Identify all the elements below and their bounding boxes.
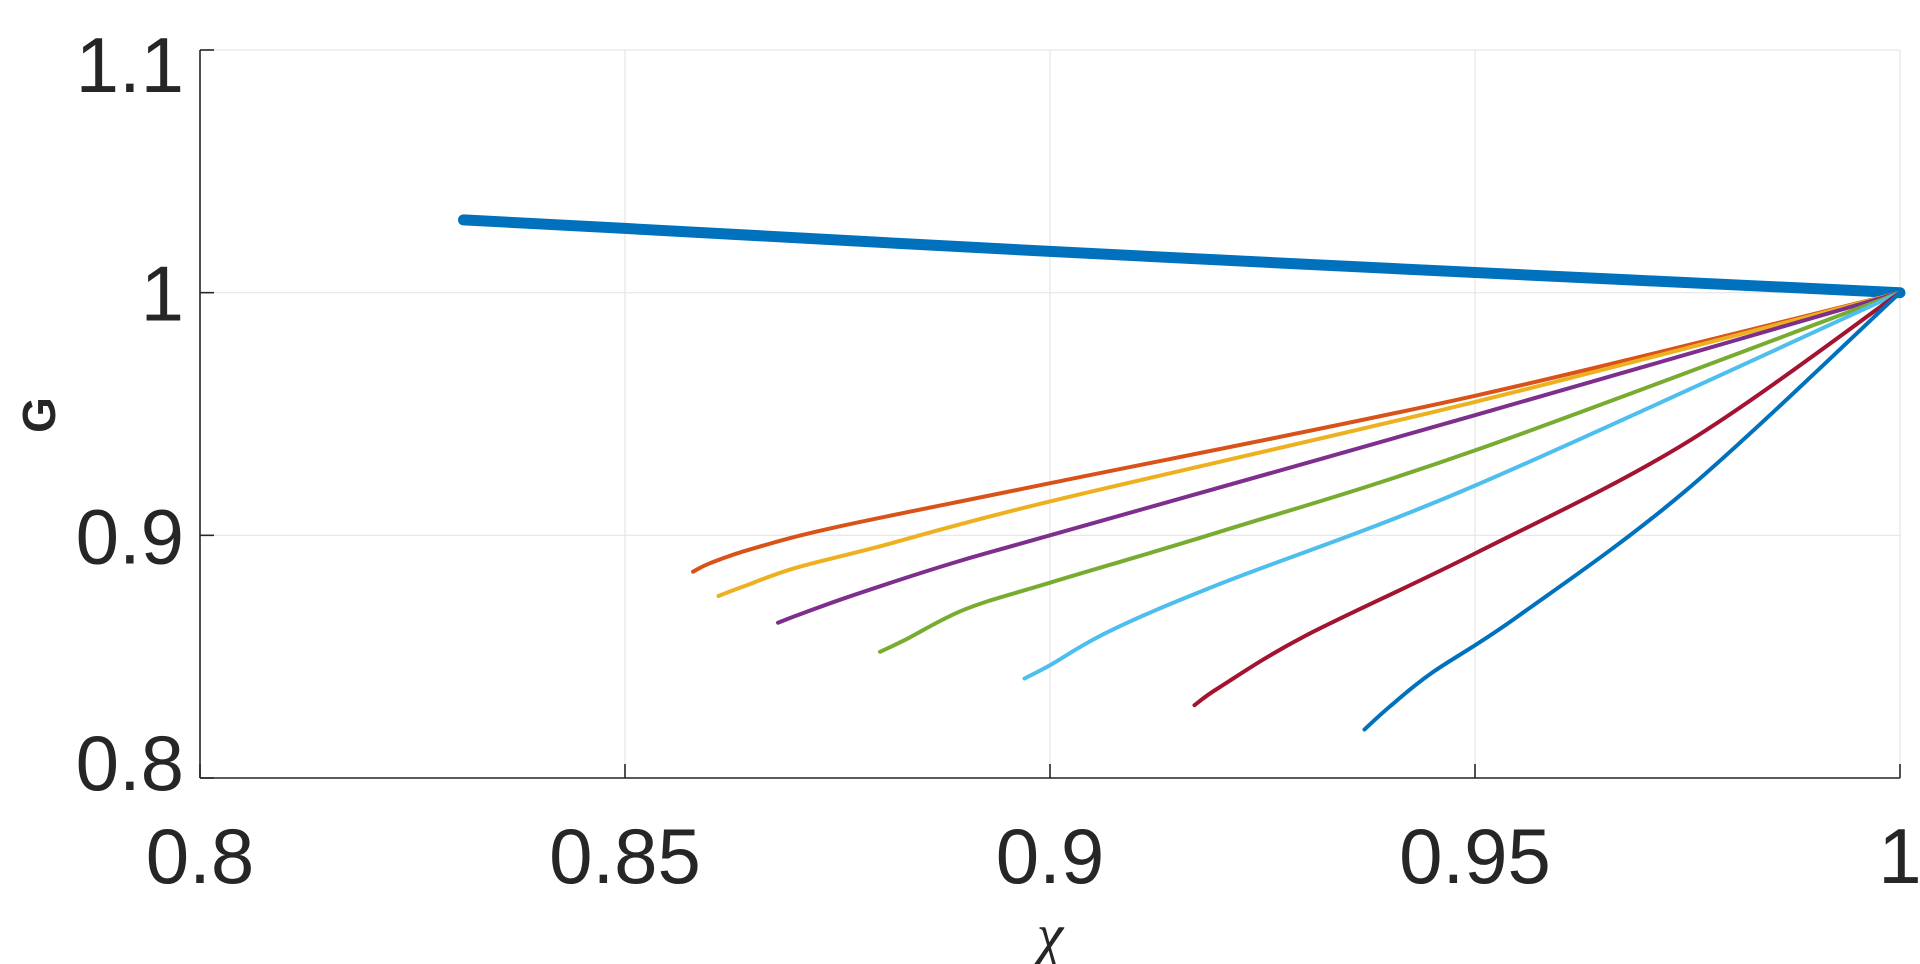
y-tick-label-2: 1 bbox=[141, 250, 184, 338]
series-line-3 bbox=[716, 290, 1902, 598]
y-tick-label-1: 0.9 bbox=[76, 492, 184, 580]
series-line-4 bbox=[776, 290, 1902, 625]
y-tick-label-3: 1.1 bbox=[76, 21, 184, 109]
y-tick-label-0: 0.8 bbox=[76, 719, 184, 807]
series-layer bbox=[458, 214, 1906, 732]
x-tick-label-4: 1 bbox=[1878, 812, 1920, 900]
series-line-1 bbox=[458, 214, 1906, 299]
series-line-8 bbox=[1362, 290, 1902, 732]
series-line-6 bbox=[1022, 290, 1902, 681]
x-tick-label-2: 0.9 bbox=[996, 812, 1104, 900]
y-axis-label: G bbox=[13, 397, 65, 433]
x-tick-label-0: 0.8 bbox=[146, 812, 254, 900]
x-tick-label-3: 0.95 bbox=[1399, 812, 1551, 900]
tick-labels: 0.8 0.85 0.9 0.95 1 0.8 0.9 1 1.1 bbox=[76, 21, 1920, 900]
x-tick-label-1: 0.85 bbox=[549, 812, 701, 900]
series-line-5 bbox=[878, 290, 1902, 654]
series-line-7 bbox=[1192, 290, 1902, 708]
x-axis-label: χ bbox=[1032, 902, 1065, 964]
axes bbox=[199, 49, 1901, 779]
series-line-2 bbox=[691, 290, 1902, 574]
